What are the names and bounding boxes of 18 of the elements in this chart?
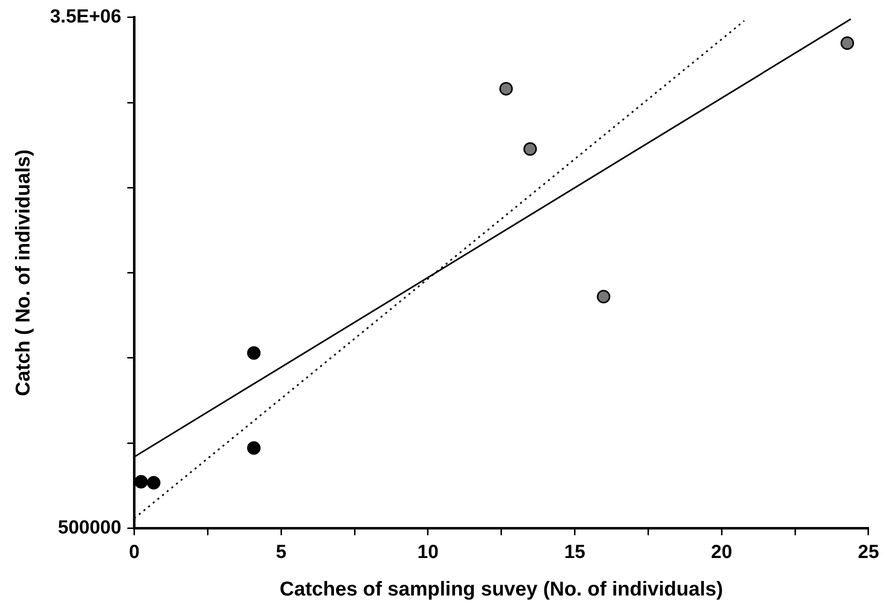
- point: [134, 474, 148, 488]
- x-tick-label: 20: [711, 542, 732, 563]
- point: [596, 290, 610, 304]
- point: [146, 476, 160, 490]
- point: [523, 142, 537, 156]
- point: [247, 346, 261, 360]
- y-tick-label: 3.5E+06: [50, 6, 122, 28]
- x-tick-label: 15: [564, 542, 586, 563]
- point: [247, 441, 261, 455]
- y-axis-title: Catch ( No. of individuals): [12, 149, 35, 396]
- y-tick-label: 500000: [58, 517, 122, 538]
- x-axis-title: Catches of sampling suvey (No. of individuals): [280, 578, 724, 601]
- x-tick-label: 0: [129, 542, 140, 563]
- x-tick-label: 5: [276, 542, 287, 563]
- point: [840, 36, 854, 50]
- x-tick-label: 25: [858, 542, 880, 563]
- point: [499, 82, 513, 96]
- x-tick-label: 10: [417, 542, 439, 563]
